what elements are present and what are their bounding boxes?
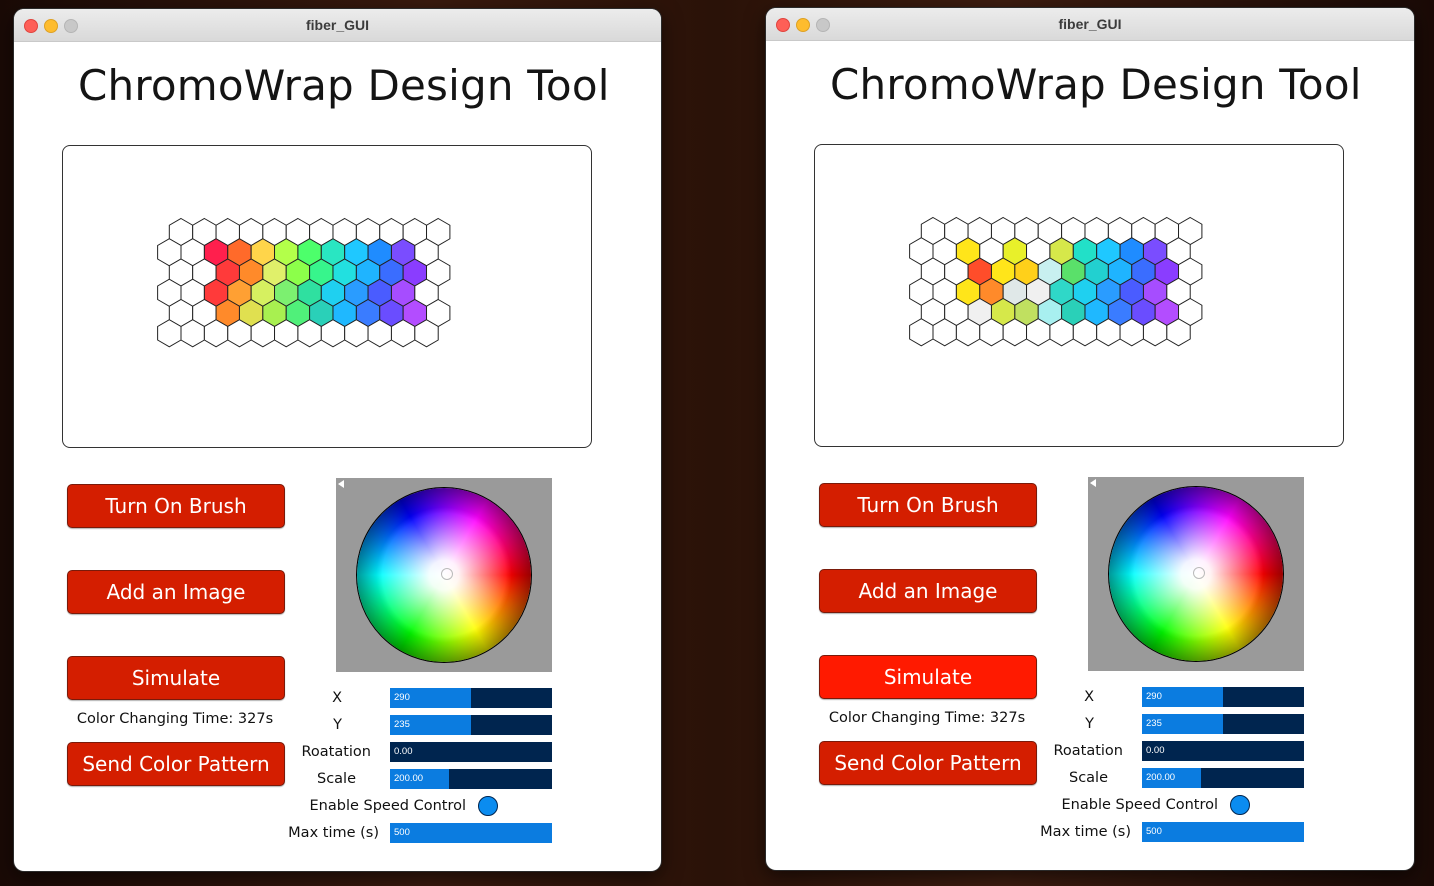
app-title: ChromoWrap Design Tool — [830, 60, 1362, 109]
color-changing-time: Color Changing Time: 327s — [828, 710, 1026, 726]
speed-control-label: Enable Speed Control — [1061, 797, 1218, 813]
max-time-label: Max time (s) — [1040, 824, 1131, 840]
design-canvas[interactable] — [814, 144, 1344, 447]
y-slider-fill — [390, 715, 471, 735]
add-image-button[interactable]: Add an Image — [819, 569, 1037, 613]
color-changing-time: Color Changing Time: 327s — [76, 711, 274, 727]
speed-control-toggle[interactable] — [478, 796, 498, 816]
scale-slider-value: 200.00 — [1146, 772, 1176, 783]
rotation-slider-label: Roatation — [1053, 743, 1123, 759]
minimize-window-button[interactable] — [44, 19, 58, 33]
design-canvas[interactable] — [62, 145, 592, 448]
hex-cell[interactable] — [1166, 318, 1191, 347]
window-title: fiber_GUI — [305, 17, 369, 33]
x-slider[interactable]: 290 — [1142, 687, 1304, 707]
send-color-pattern-button[interactable]: Send Color Pattern — [67, 742, 285, 786]
app-window-left: fiber_GUI ChromoWrap Design Tool Turn On… — [14, 9, 661, 871]
max-time-slider-fill — [390, 823, 552, 843]
x-slider-label: X — [332, 690, 342, 706]
minimize-window-button[interactable] — [796, 18, 810, 32]
x-slider-fill — [1142, 687, 1223, 707]
scale-slider[interactable]: 200.00 — [390, 769, 552, 789]
hex-cell[interactable] — [414, 319, 439, 348]
collapse-arrow-icon[interactable] — [338, 480, 344, 488]
add-image-button[interactable]: Add an Image — [67, 570, 285, 614]
y-slider-label: Y — [1085, 716, 1094, 732]
x-slider[interactable]: 290 — [390, 688, 552, 708]
app-title: ChromoWrap Design Tool — [78, 61, 610, 110]
collapse-arrow-icon[interactable] — [1090, 479, 1096, 487]
y-slider-value: 235 — [1146, 718, 1162, 729]
speed-control-label: Enable Speed Control — [309, 798, 466, 814]
color-cursor-icon[interactable] — [1193, 567, 1205, 579]
scale-slider[interactable]: 200.00 — [1142, 768, 1304, 788]
rotation-slider[interactable]: 0.00 — [1142, 741, 1304, 761]
scale-slider-label: Scale — [316, 771, 356, 787]
y-slider[interactable]: 235 — [1142, 714, 1304, 734]
x-slider-value: 290 — [394, 692, 410, 703]
close-window-button[interactable] — [24, 19, 38, 33]
y-slider-label: Y — [333, 717, 342, 733]
rotation-slider[interactable]: 0.00 — [390, 742, 552, 762]
maximize-window-button[interactable] — [64, 19, 78, 33]
hex-grid[interactable] — [63, 146, 591, 447]
scale-slider-value: 200.00 — [394, 773, 424, 784]
rotation-slider-value: 0.00 — [1146, 745, 1165, 756]
max-time-slider[interactable]: 500 — [390, 823, 552, 843]
y-slider[interactable]: 235 — [390, 715, 552, 735]
title-bar[interactable]: fiber_GUI — [14, 9, 661, 42]
color-wheel[interactable] — [1108, 486, 1284, 662]
color-picker[interactable] — [336, 478, 552, 672]
color-picker[interactable] — [1088, 477, 1304, 671]
window-title: fiber_GUI — [1058, 16, 1122, 32]
color-wheel[interactable] — [356, 487, 532, 663]
turn-on-brush-button[interactable]: Turn On Brush — [67, 484, 285, 528]
send-color-pattern-button[interactable]: Send Color Pattern — [819, 741, 1037, 785]
x-slider-label: X — [1084, 689, 1094, 705]
max-time-slider-value: 500 — [394, 827, 410, 838]
maximize-window-button[interactable] — [816, 18, 830, 32]
max-time-slider-value: 500 — [1146, 826, 1162, 837]
scale-slider-fill — [1142, 768, 1201, 788]
speed-control-toggle[interactable] — [1230, 795, 1250, 815]
x-slider-value: 290 — [1146, 691, 1162, 702]
close-window-button[interactable] — [776, 18, 790, 32]
app-window-right: fiber_GUI ChromoWrap Design Tool Turn On… — [766, 8, 1414, 870]
title-bar[interactable]: fiber_GUI — [766, 8, 1414, 41]
simulate-button[interactable]: Simulate — [819, 655, 1037, 699]
turn-on-brush-button[interactable]: Turn On Brush — [819, 483, 1037, 527]
x-slider-fill — [390, 688, 471, 708]
max-time-slider-fill — [1142, 822, 1304, 842]
y-slider-fill — [1142, 714, 1223, 734]
rotation-slider-value: 0.00 — [394, 746, 413, 757]
hex-grid[interactable] — [815, 145, 1343, 446]
y-slider-value: 235 — [394, 719, 410, 730]
max-time-slider[interactable]: 500 — [1142, 822, 1304, 842]
max-time-label: Max time (s) — [288, 825, 379, 841]
color-cursor-icon[interactable] — [441, 568, 453, 580]
scale-slider-label: Scale — [1068, 770, 1108, 786]
simulate-button[interactable]: Simulate — [67, 656, 285, 700]
rotation-slider-label: Roatation — [301, 744, 371, 760]
scale-slider-fill — [390, 769, 449, 789]
